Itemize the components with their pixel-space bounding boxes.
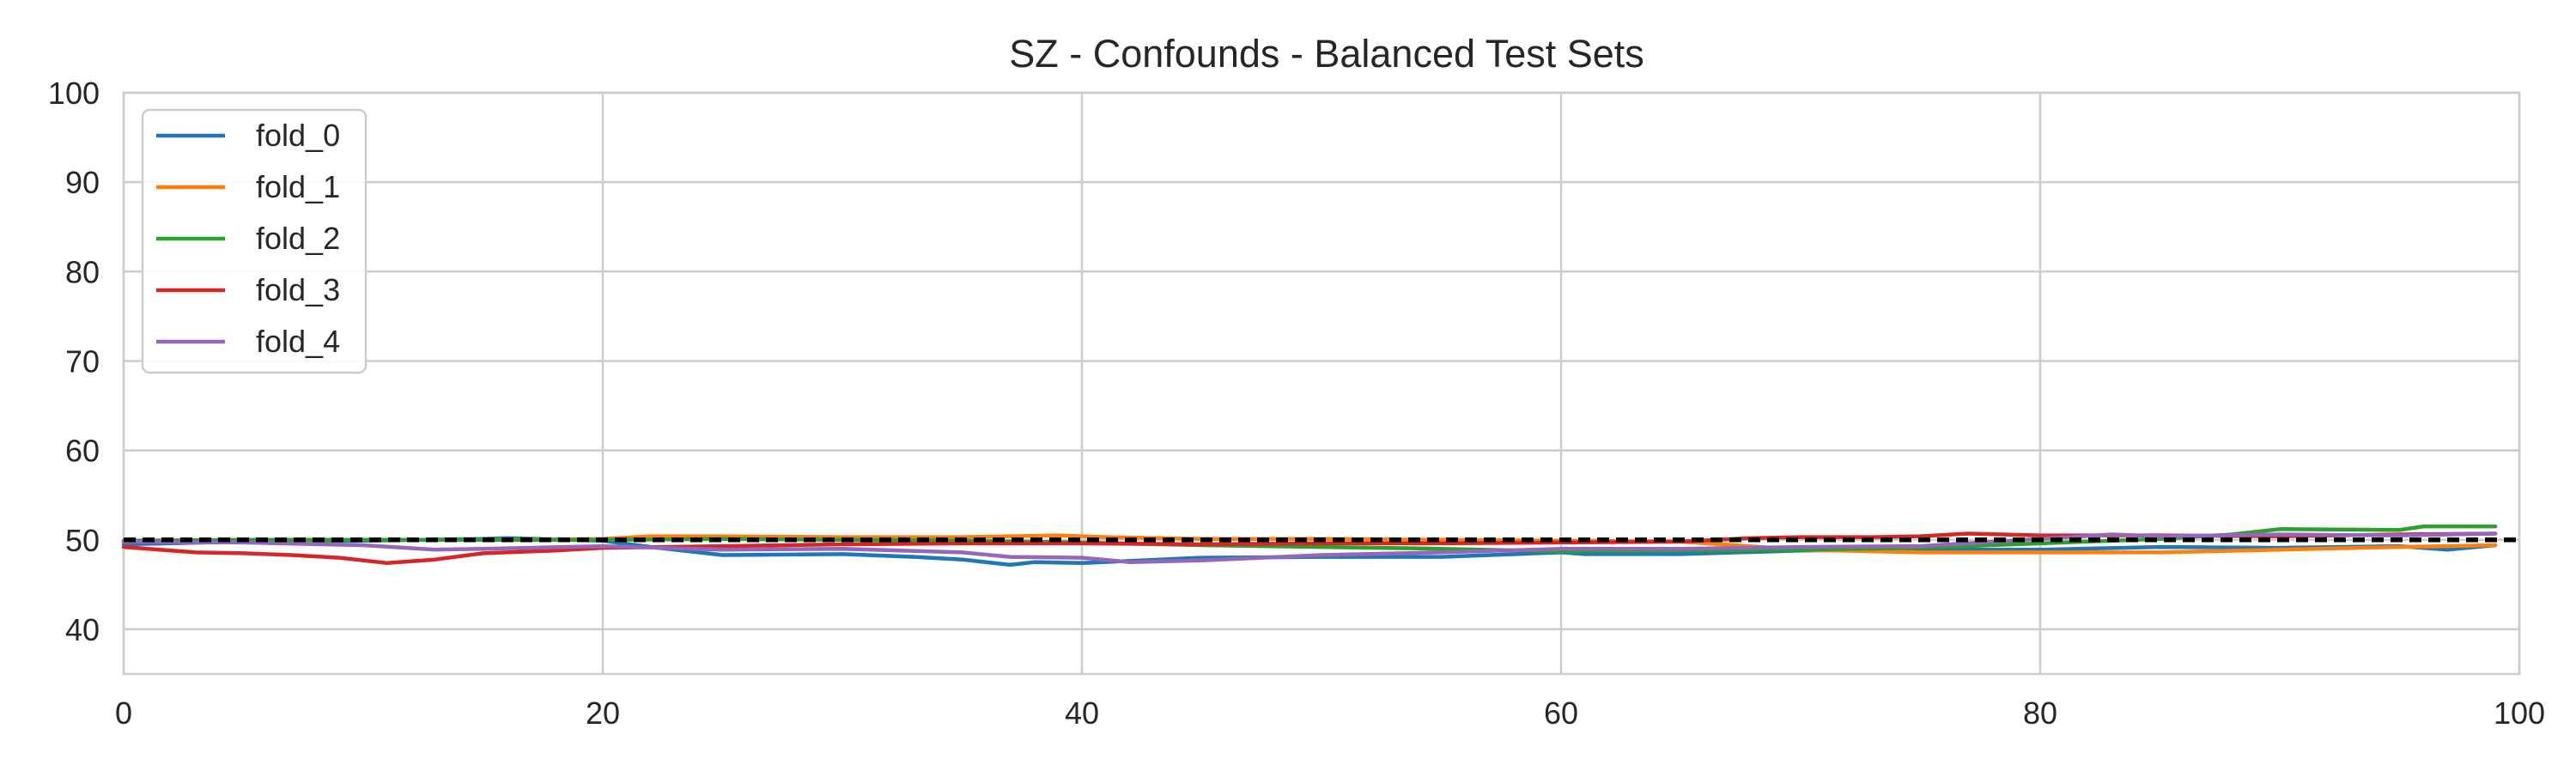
y-tick-label: 70	[65, 343, 100, 379]
y-axis-ticks: 40 50 60 70 80 90 100	[48, 76, 100, 647]
legend-label-fold_1: fold_1	[256, 169, 340, 204]
y-tick-label: 60	[65, 434, 100, 469]
legend-box	[141, 108, 368, 374]
x-tick-label: 20	[586, 695, 620, 731]
series-line-fold_4	[121, 531, 2498, 565]
series-line-fold_3	[121, 531, 2498, 566]
legend-label-fold_3: fold_3	[256, 272, 340, 307]
y-tick-label: 100	[48, 76, 100, 111]
legend-label-fold_2: fold_2	[256, 221, 340, 256]
x-tick-label: 40	[1065, 695, 1099, 731]
x-tick-label: 80	[2023, 695, 2057, 731]
x-tick-label: 100	[2494, 695, 2545, 731]
plot-frame	[122, 91, 2521, 676]
grid-lines	[122, 91, 2521, 674]
y-tick-label: 50	[65, 523, 100, 558]
legend-label-fold_0: fold_0	[256, 118, 340, 153]
x-tick-label: 60	[1544, 695, 1578, 731]
legend-label-fold_4: fold_4	[256, 324, 340, 359]
chart-title: SZ - Confounds - Balanced Test Sets	[1009, 32, 1644, 76]
y-tick-label: 40	[65, 612, 100, 647]
y-tick-label: 90	[65, 165, 100, 200]
legend: fold_0 fold_1 fold_2 fold_3 fold_4	[141, 108, 368, 374]
x-tick-label: 0	[115, 695, 132, 731]
y-tick-label: 80	[65, 254, 100, 289]
series-lines	[121, 524, 2498, 568]
x-axis-ticks: 0 20 40 60 80 100	[115, 695, 2545, 731]
